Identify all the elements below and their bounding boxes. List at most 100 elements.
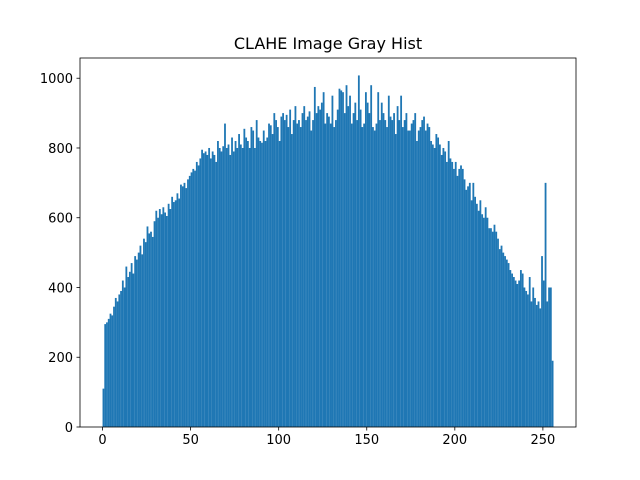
bar — [430, 141, 432, 427]
bar — [128, 271, 131, 427]
bar — [542, 280, 545, 427]
bar — [150, 231, 152, 427]
bar — [546, 301, 549, 427]
bar — [118, 294, 121, 427]
bar — [379, 120, 381, 427]
bar — [491, 231, 494, 427]
bar — [180, 184, 182, 427]
bar — [372, 127, 374, 428]
bar — [109, 313, 112, 427]
bar — [220, 151, 223, 427]
bar — [298, 120, 300, 427]
bar — [361, 127, 364, 428]
bar — [185, 188, 188, 427]
bar — [310, 130, 313, 427]
bar — [282, 113, 285, 427]
bar — [121, 280, 124, 427]
bar — [232, 151, 235, 427]
bar — [143, 238, 145, 427]
bar — [127, 277, 130, 427]
bar — [370, 85, 373, 427]
bar — [225, 147, 228, 428]
bar — [292, 120, 295, 427]
bar — [257, 137, 260, 428]
bar — [414, 113, 417, 427]
bar — [475, 203, 478, 427]
bar — [497, 238, 499, 427]
bar — [174, 200, 177, 427]
bar — [544, 182, 547, 427]
bar — [227, 144, 230, 427]
bar — [183, 182, 186, 427]
bar — [435, 134, 438, 427]
bar — [393, 113, 395, 427]
bar — [137, 252, 140, 427]
bar — [317, 106, 320, 427]
bar — [467, 186, 469, 427]
bar — [442, 147, 445, 428]
bar — [528, 277, 531, 427]
bar — [305, 120, 307, 427]
bar — [468, 182, 471, 427]
x-tick-label: 200 — [442, 433, 467, 448]
bar — [104, 324, 107, 427]
bar — [359, 109, 362, 427]
bar — [299, 127, 302, 428]
bar — [271, 134, 274, 427]
bar — [313, 86, 316, 428]
bar — [352, 113, 355, 427]
bar — [530, 301, 533, 427]
bar — [449, 158, 452, 428]
y-tick-label: 600 — [48, 212, 73, 227]
bar — [248, 147, 251, 428]
bar — [229, 154, 232, 427]
bar — [368, 113, 371, 427]
bar — [278, 141, 281, 427]
bar — [130, 263, 133, 427]
y-tick-label: 400 — [48, 281, 73, 296]
bar — [386, 127, 388, 428]
bar — [349, 95, 351, 427]
bar — [486, 217, 489, 427]
bar — [199, 158, 202, 428]
bar — [527, 294, 529, 427]
bar — [173, 202, 175, 427]
bar — [107, 318, 110, 427]
bar — [192, 168, 195, 428]
bar — [493, 224, 496, 427]
bar — [245, 137, 248, 428]
bar — [113, 306, 115, 427]
bar — [291, 134, 293, 427]
bar — [454, 161, 457, 427]
bar — [461, 168, 464, 428]
bar — [504, 256, 506, 427]
bar — [512, 277, 515, 427]
bar — [373, 130, 376, 427]
bar — [234, 141, 237, 427]
bar — [521, 273, 524, 427]
bar — [488, 228, 491, 427]
bar — [460, 165, 462, 427]
bar — [451, 161, 454, 427]
bar — [437, 137, 440, 428]
bar — [483, 217, 485, 427]
bar — [169, 209, 172, 427]
bar — [239, 144, 242, 427]
bar — [490, 228, 492, 427]
bar — [164, 212, 167, 427]
bar — [357, 75, 360, 427]
bar — [155, 210, 158, 427]
bar — [303, 106, 306, 427]
bar — [474, 196, 477, 427]
bar — [141, 254, 144, 427]
y-tick-label: 1000 — [40, 72, 73, 87]
bar — [433, 147, 436, 428]
bar — [350, 123, 353, 427]
bar — [514, 280, 517, 427]
bar — [215, 161, 218, 427]
bar — [345, 85, 348, 427]
bar — [289, 109, 292, 427]
bar — [409, 130, 411, 427]
bar — [153, 221, 156, 427]
